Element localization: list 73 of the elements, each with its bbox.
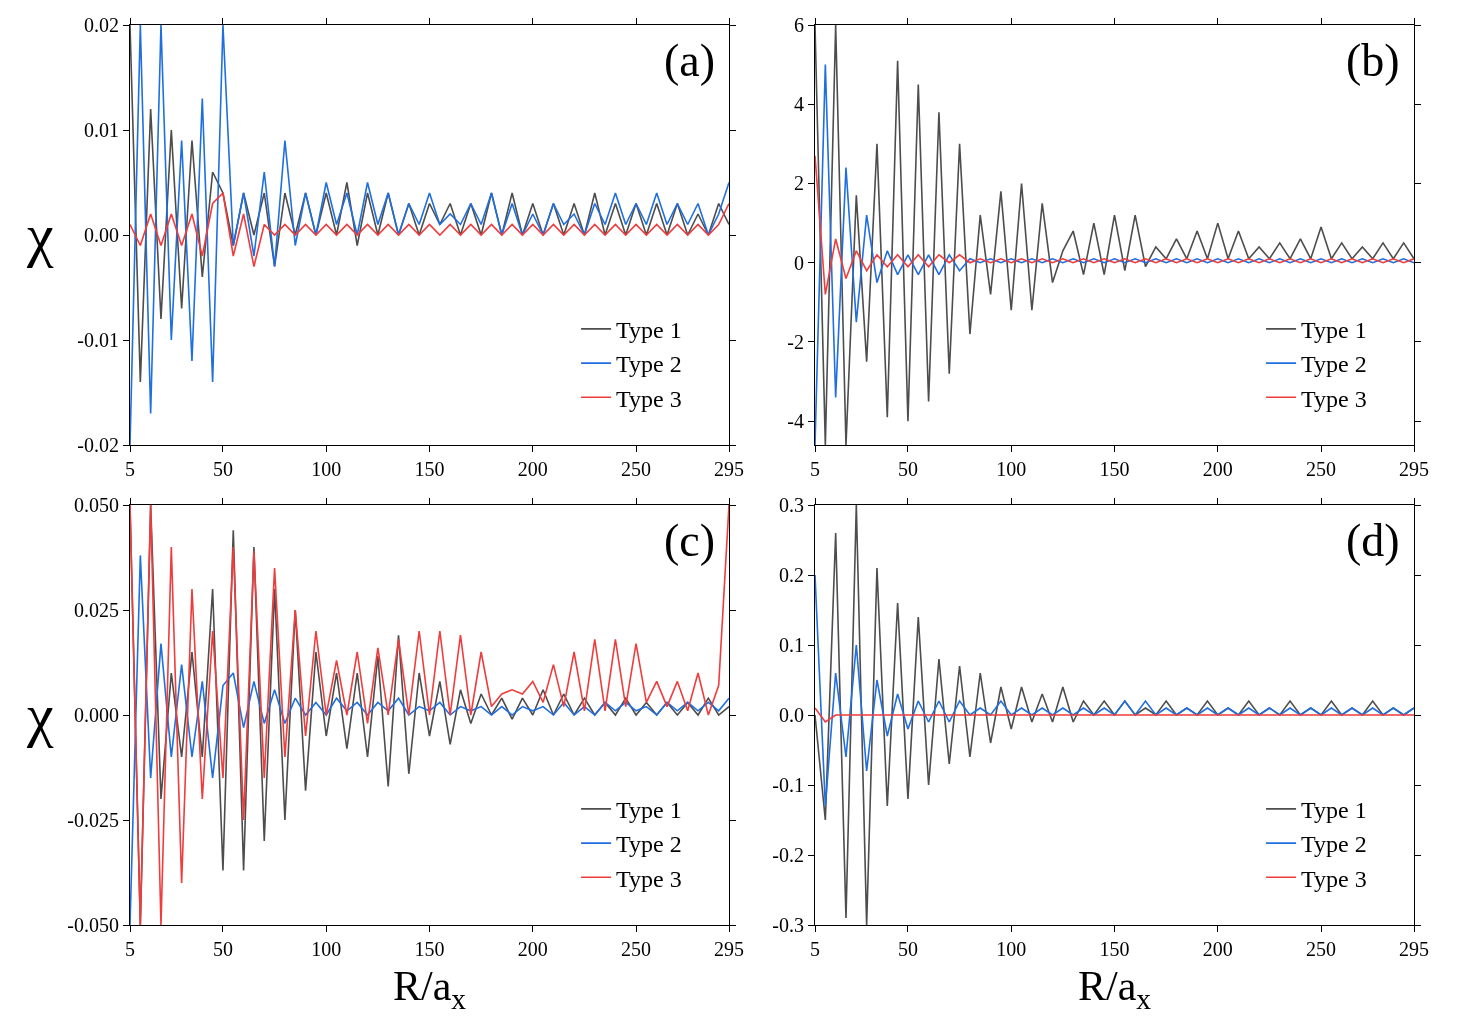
x-tick-label: 200: [517, 938, 548, 961]
x-tick-label: 100: [996, 938, 1027, 961]
annotation: (d): [1346, 515, 1400, 566]
annotation: (c): [664, 515, 716, 566]
x-tick-label: 295: [1399, 938, 1429, 961]
x-tick-label: 5: [810, 458, 820, 481]
legend-label: Type 1: [616, 317, 682, 344]
y-tick-label: -0.2: [772, 844, 804, 866]
x-axis-title: R/a$_{x}$: [392, 963, 467, 1015]
y-tick-label: 0.000: [73, 704, 119, 726]
legend-label: Type 1: [616, 797, 682, 824]
x-tick-label: 200: [1202, 458, 1233, 481]
legend-label: Type 2: [1301, 831, 1367, 858]
y-tick-label: -0.050: [67, 914, 119, 936]
x-tick-label: 250: [621, 938, 652, 961]
y-tick-label: 0.1: [778, 634, 804, 656]
x-tick-label: 5: [125, 458, 135, 481]
y-tick-label: -0.1: [772, 774, 804, 796]
y-tick-label: 0.02: [83, 14, 119, 36]
legend-label: Type 2: [1301, 351, 1367, 378]
y-tick-label: -0.02: [77, 434, 119, 456]
y-tick-label: 2: [793, 172, 804, 195]
x-tick-label: 295: [714, 458, 744, 481]
y-tick-label: 0.01: [83, 119, 119, 141]
x-tick-label: 100: [311, 458, 342, 481]
x-tick-label: 50: [897, 938, 918, 961]
x-tick-label: 50: [897, 458, 918, 481]
y-tick-label: -2: [787, 330, 804, 353]
x-tick-label: 100: [311, 938, 342, 961]
legend-label: Type 2: [616, 351, 682, 378]
line-series: [130, 192, 729, 268]
y-tick-label: -4: [787, 410, 804, 433]
x-tick-label: 50: [212, 458, 233, 481]
x-tick-label: 50: [212, 938, 233, 961]
annotation: (b): [1346, 35, 1400, 86]
legend-label: Type 3: [616, 385, 682, 412]
y-axis-title: χ: [26, 202, 54, 268]
x-tick-label: 200: [517, 458, 548, 481]
y-tick-label: 0: [793, 251, 804, 274]
x-axis-title: R/a$_{x}$: [1077, 963, 1152, 1015]
y-tick-label: -0.3: [772, 914, 804, 936]
x-tick-label: 250: [1306, 458, 1337, 481]
legend-label: Type 1: [1301, 797, 1367, 824]
x-tick-label: 250: [1306, 938, 1337, 961]
x-tick-label: 150: [414, 458, 445, 481]
annotation: (a): [664, 35, 716, 86]
y-tick-label: 0.00: [83, 224, 119, 246]
x-tick-label: 5: [125, 938, 135, 961]
y-tick-label: 0.050: [73, 494, 119, 516]
legend-label: Type 2: [616, 831, 682, 858]
x-tick-label: 250: [621, 458, 652, 481]
x-tick-label: 5: [810, 938, 820, 961]
y-tick-label: 4: [793, 93, 804, 116]
y-axis-title: χ: [26, 682, 54, 748]
y-tick-label: 0.3: [778, 494, 804, 516]
y-tick-label: 0.0: [778, 704, 804, 726]
legend-label: Type 3: [1301, 865, 1367, 892]
x-tick-label: 100: [996, 458, 1027, 481]
legend-label: Type 1: [1301, 317, 1367, 344]
x-tick-label: 150: [1099, 458, 1130, 481]
x-tick-label: 295: [1399, 458, 1429, 481]
x-tick-label: 295: [714, 938, 744, 961]
y-tick-label: 0.2: [778, 564, 804, 586]
x-tick-label: 150: [414, 938, 445, 961]
x-tick-label: 150: [1099, 938, 1130, 961]
line-series: [815, 154, 1414, 296]
y-tick-label: 0.025: [73, 599, 119, 621]
y-tick-label: 6: [793, 14, 804, 36]
legend-label: Type 3: [616, 865, 682, 892]
y-tick-label: -0.025: [67, 809, 119, 831]
x-tick-label: 200: [1202, 938, 1233, 961]
legend-label: Type 3: [1301, 385, 1367, 412]
y-tick-label: -0.01: [77, 329, 119, 351]
